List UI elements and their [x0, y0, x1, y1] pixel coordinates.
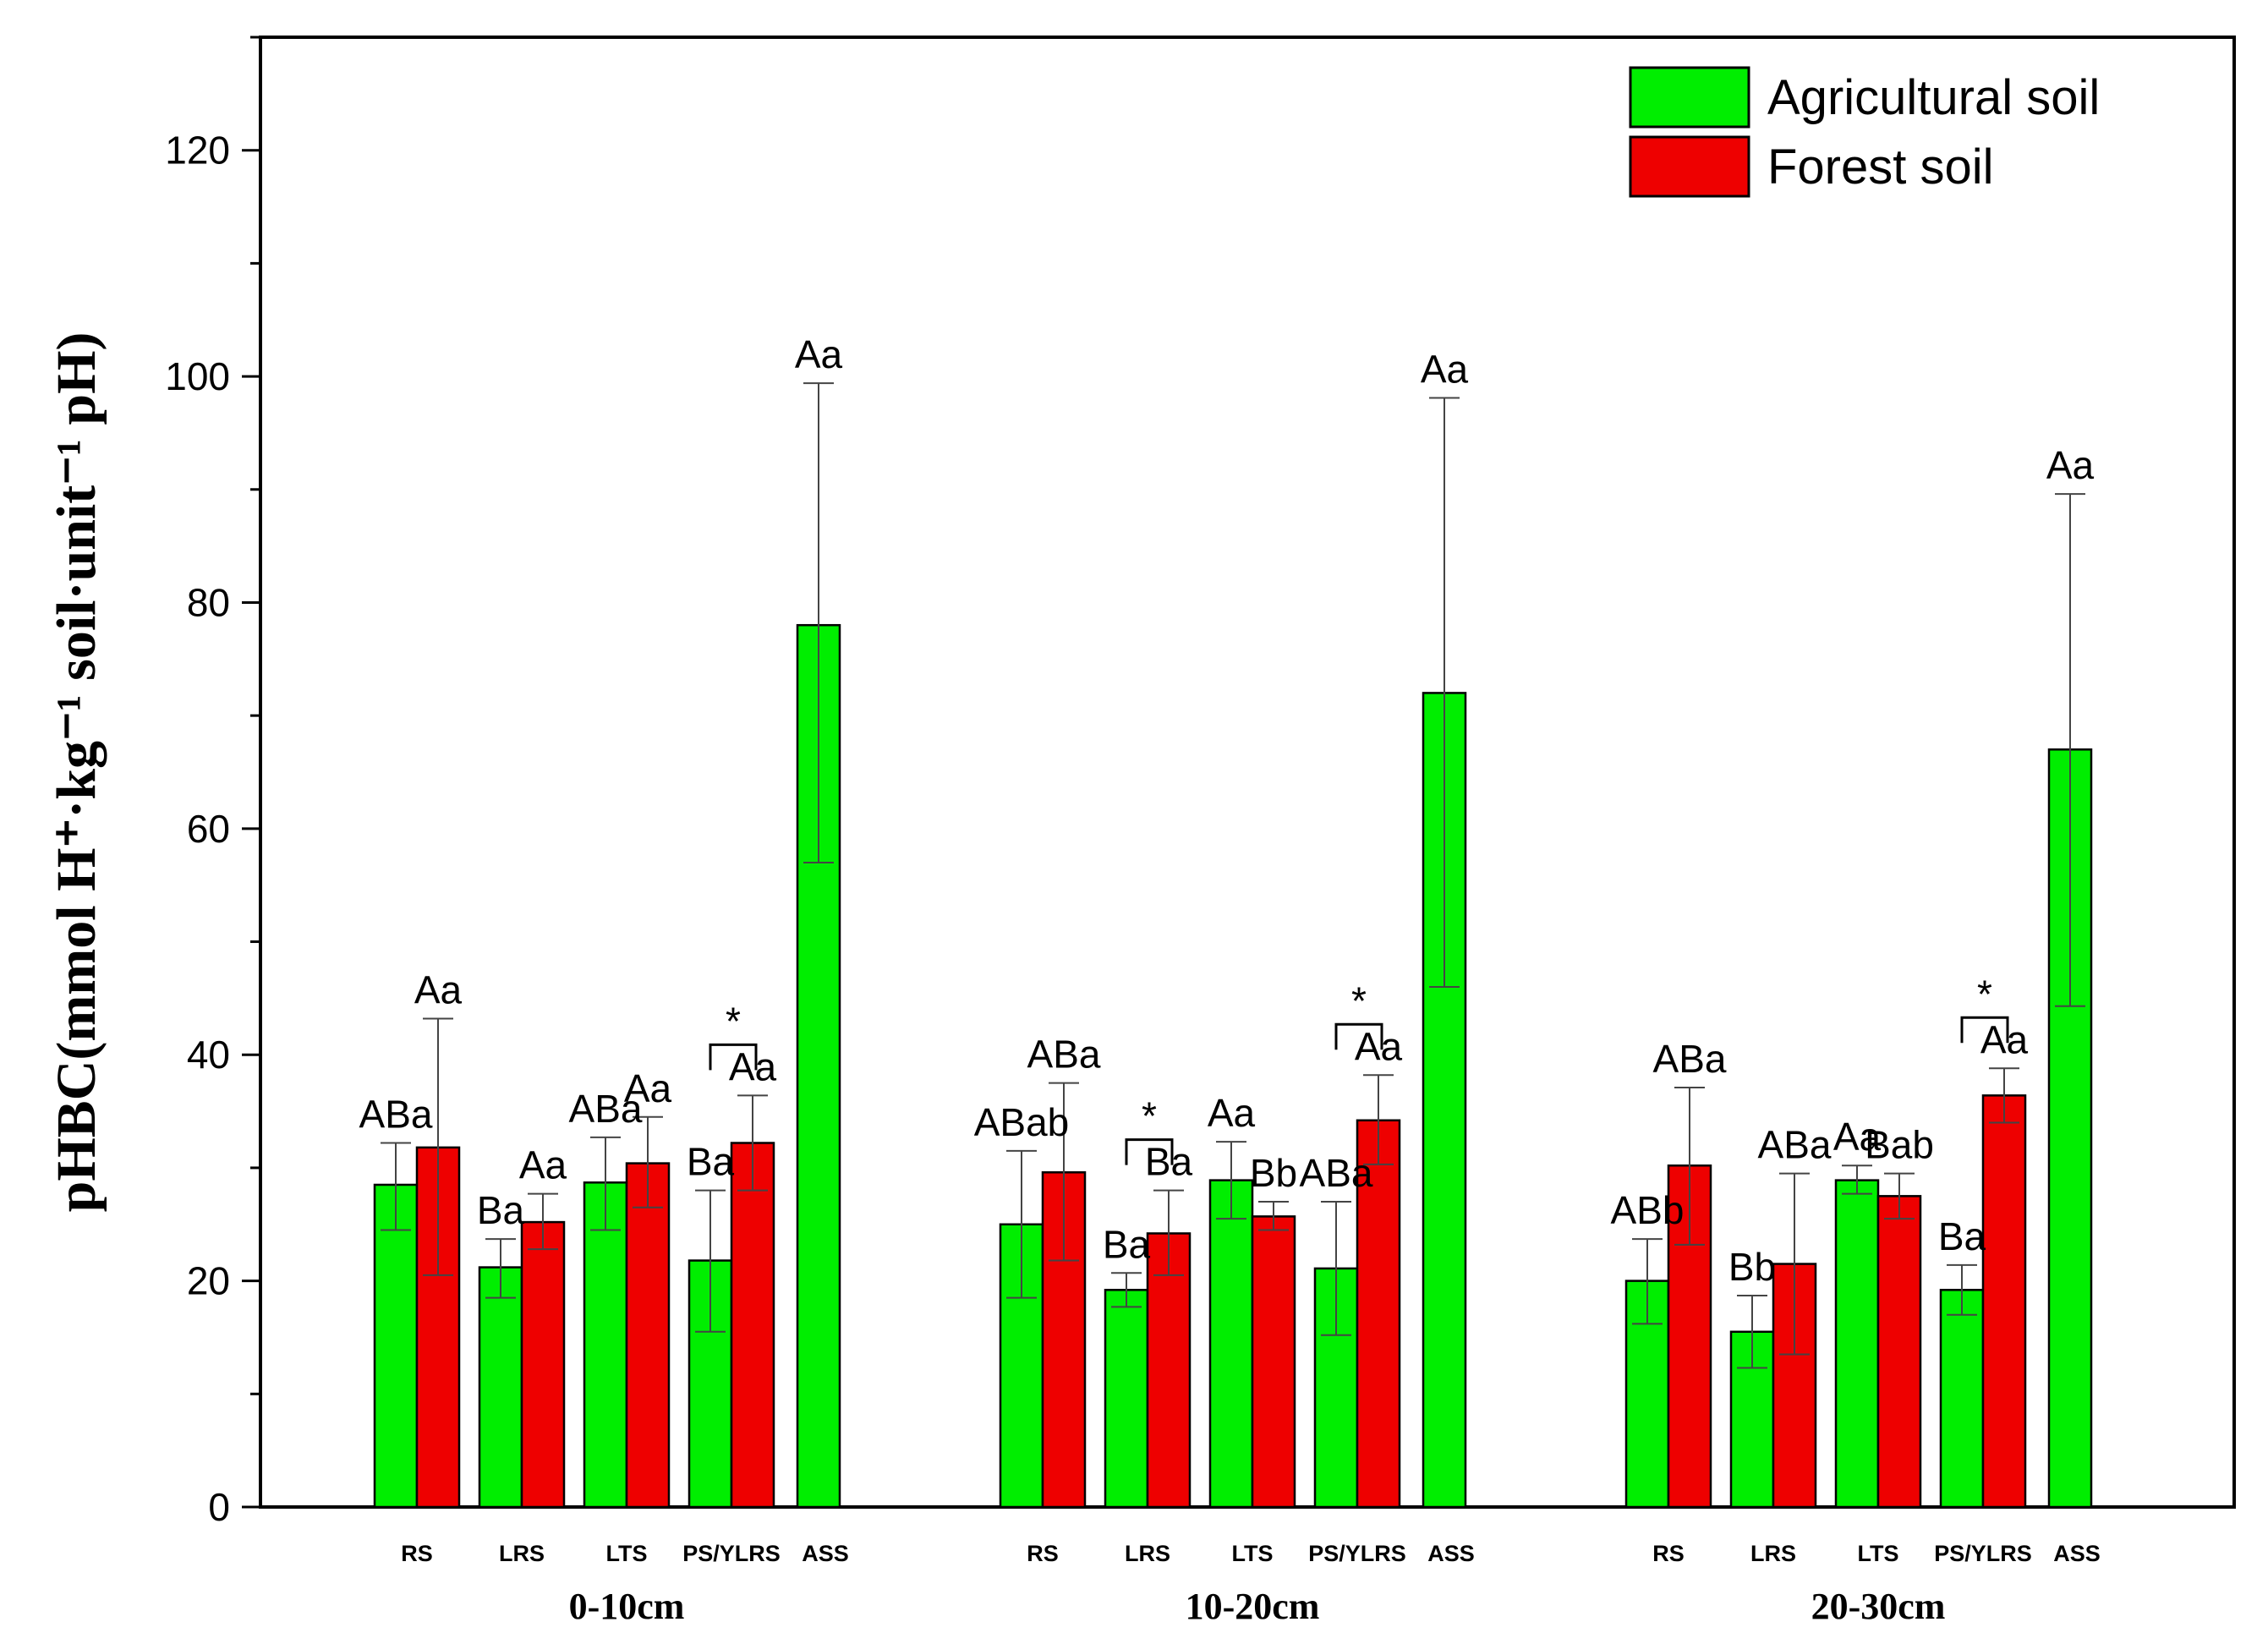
significance-letter: Aa — [414, 967, 463, 1011]
y-tick-label: 60 — [187, 807, 230, 851]
bar — [520, 1220, 566, 1509]
bar — [1251, 1215, 1296, 1509]
significance-letter: Ba — [687, 1140, 735, 1184]
x-tick-label: ASS — [2053, 1541, 2101, 1566]
bar — [1208, 1179, 1254, 1509]
significance-letter: Aa — [2046, 443, 2095, 487]
x-tick-label: ASS — [1427, 1541, 1475, 1566]
y-tick-label: 20 — [187, 1259, 230, 1303]
significance-letter: Bab — [1865, 1123, 1934, 1167]
significance-letter: Aa — [1421, 347, 1469, 391]
x-tick-label: ASS — [802, 1541, 849, 1566]
significance-letter: Aa — [1833, 1115, 1882, 1159]
legend-swatch-forest — [1629, 135, 1750, 198]
bar — [1876, 1195, 1922, 1509]
bar — [583, 1181, 628, 1509]
bar-series — [373, 382, 2093, 1509]
y-tick-label: 0 — [208, 1485, 230, 1529]
x-group-label: 20-30cm — [1811, 1586, 1946, 1627]
legend-label-forest: Forest soil — [1767, 140, 1994, 195]
legend: Agricultural soil Forest soil — [1629, 66, 2100, 198]
bar — [1356, 1119, 1401, 1509]
x-tick-label: LTS — [606, 1541, 648, 1566]
x-group-label: 0-10cm — [569, 1586, 685, 1627]
significance-letter: Aa — [519, 1143, 567, 1187]
significance-star: * — [726, 999, 741, 1043]
significance-bracket — [1125, 1138, 1174, 1165]
significance-letter: Aa — [729, 1044, 777, 1088]
significance-letter: ABa — [1027, 1033, 1101, 1077]
significance-letter: Aa — [1208, 1091, 1256, 1135]
significance-letter: Ba — [1145, 1140, 1193, 1184]
significance-letter: ABa — [1300, 1151, 1373, 1195]
bar — [1939, 1289, 1985, 1509]
significance-letter: Bb — [1728, 1245, 1776, 1289]
x-tick-label: LRS — [1750, 1541, 1796, 1566]
significance-letter: Aa — [795, 332, 843, 376]
significance-letter: Aa — [624, 1066, 672, 1110]
x-group-label: 10-20cm — [1186, 1586, 1320, 1627]
significance-letter: Aa — [1355, 1024, 1403, 1068]
bar — [1981, 1094, 2027, 1509]
significance-letter: Bb — [1250, 1151, 1297, 1195]
significance-letter: Ba — [477, 1188, 525, 1232]
y-axis: 0 20 40 60 80 100 120 — [165, 36, 260, 1529]
significance-bracket — [1334, 1022, 1383, 1050]
x-tick-label: LRS — [1125, 1541, 1170, 1566]
significance-bracket — [1960, 1016, 2009, 1044]
significance-star: * — [1977, 972, 1992, 1016]
significance-letter: Aa — [1980, 1017, 2029, 1061]
x-tick-label: PS/YLRS — [682, 1541, 781, 1566]
y-tick-label: 120 — [165, 129, 230, 173]
x-tick-label: RS — [1652, 1541, 1685, 1566]
significance-star: * — [1351, 978, 1367, 1022]
bar — [478, 1266, 523, 1509]
y-axis-title: pHBC(mmol H⁺·kg⁻¹ soil·unit⁻¹ pH) — [46, 332, 107, 1213]
significance-bracket — [709, 1043, 758, 1071]
significance-letter: ABa — [1653, 1037, 1727, 1081]
significance-letter: ABab — [974, 1100, 1070, 1144]
x-tick-label: LTS — [1232, 1541, 1274, 1566]
x-tick-label: PS/YLRS — [1308, 1541, 1406, 1566]
bar — [730, 1142, 775, 1509]
significance-letter: ABa — [1758, 1123, 1832, 1167]
legend-label-agricultural: Agricultural soil — [1767, 70, 2100, 125]
y-tick-label: 100 — [165, 354, 230, 398]
significance-letter: ABa — [569, 1087, 643, 1131]
significance-letter: Ba — [1103, 1222, 1151, 1266]
x-tick-label: LRS — [499, 1541, 545, 1566]
x-axis: RS LRS LTS PS/YLRS ASS 0-10cm RS LRS LTS PS/YLRS A… — [401, 1541, 2101, 1627]
y-tick-label: 80 — [187, 580, 230, 624]
x-tick-label: PS/YLRS — [1934, 1541, 2032, 1566]
y-tick-label: 40 — [187, 1033, 230, 1077]
significance-letter: ABa — [359, 1093, 433, 1137]
x-tick-label: LTS — [1858, 1541, 1899, 1566]
x-tick-label: RS — [1027, 1541, 1059, 1566]
significance-letter: Ba — [1938, 1214, 1986, 1258]
significance-star: * — [1142, 1094, 1157, 1138]
bar — [625, 1162, 671, 1509]
bar — [1104, 1289, 1149, 1509]
bar — [1834, 1179, 1880, 1509]
legend-swatch-agricultural — [1629, 66, 1750, 129]
x-tick-label: RS — [401, 1541, 433, 1566]
significance-letter: ABb — [1611, 1188, 1685, 1232]
bar — [373, 1183, 419, 1509]
